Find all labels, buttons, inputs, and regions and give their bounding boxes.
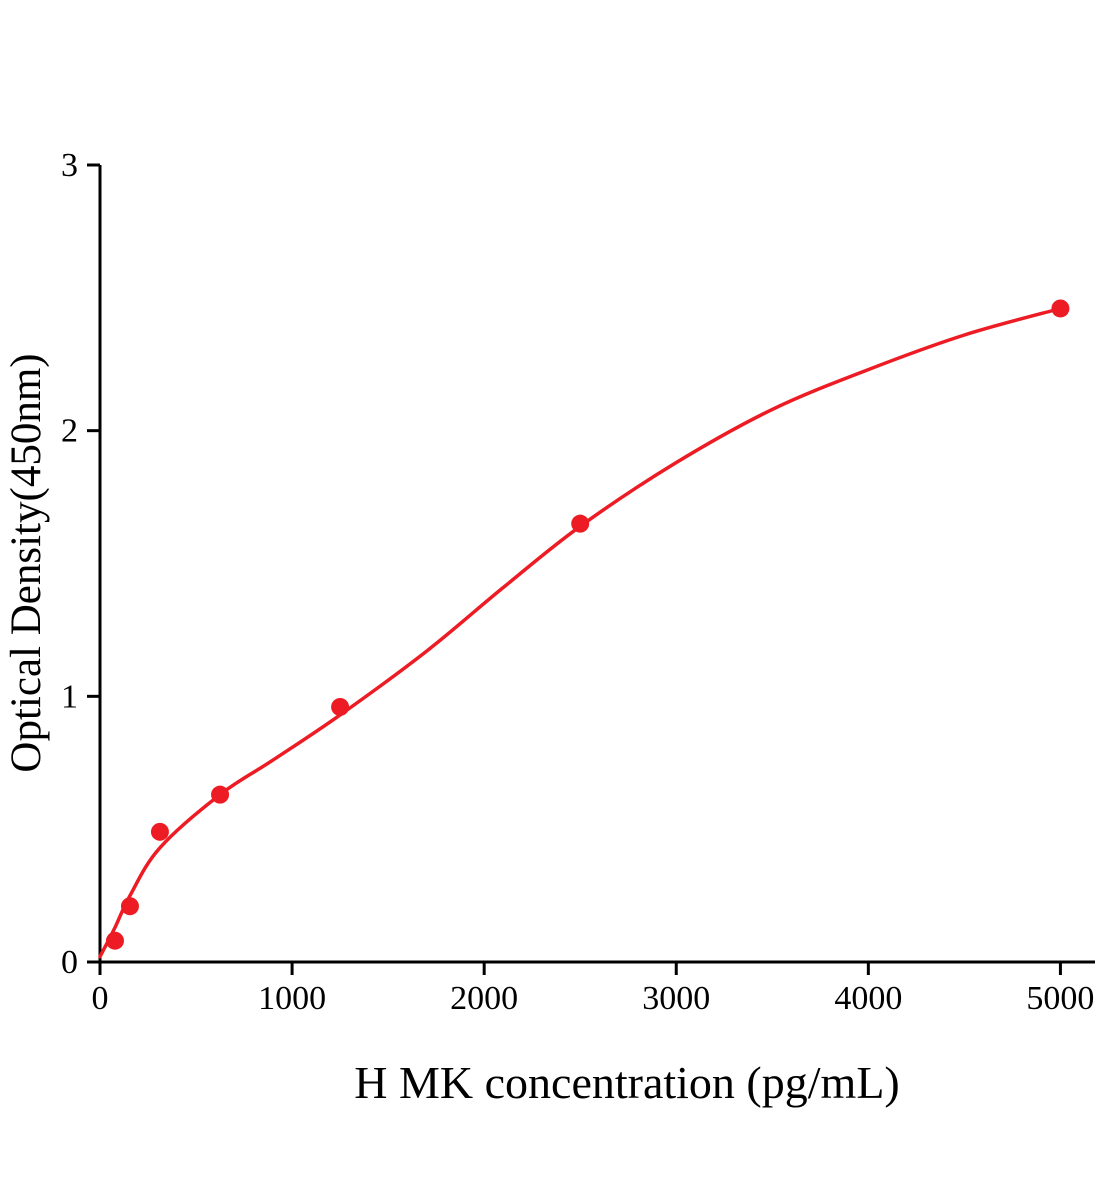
x-tick-label: 4000 bbox=[834, 980, 902, 1017]
x-tick-label: 0 bbox=[92, 980, 109, 1017]
y-axis-label: Optical Density(450nm) bbox=[3, 353, 50, 772]
data-point bbox=[105, 931, 124, 950]
y-tick-label: 2 bbox=[61, 413, 78, 450]
data-point bbox=[120, 897, 139, 916]
y-tick-label: 3 bbox=[61, 147, 78, 184]
x-tick-label: 5000 bbox=[1026, 980, 1094, 1017]
data-point bbox=[1051, 299, 1070, 318]
data-point bbox=[571, 514, 590, 533]
y-tick-label: 0 bbox=[61, 944, 78, 981]
fitted-curve bbox=[98, 306, 1063, 959]
x-tick-label: 3000 bbox=[642, 980, 710, 1017]
x-tick-label: 2000 bbox=[450, 980, 518, 1017]
chart-series bbox=[98, 299, 1070, 959]
data-point bbox=[150, 822, 169, 841]
x-tick-label: 1000 bbox=[258, 980, 326, 1017]
chart-ticks: 0 1 2 3 0 1000 2000 3000 4000 5000 bbox=[61, 147, 1094, 1017]
y-tick-label: 1 bbox=[61, 678, 78, 715]
x-axis-label: H MK concentration (pg/mL) bbox=[354, 1057, 899, 1108]
data-point bbox=[211, 785, 230, 804]
data-point bbox=[331, 697, 350, 716]
chart-axes bbox=[98, 165, 1095, 964]
